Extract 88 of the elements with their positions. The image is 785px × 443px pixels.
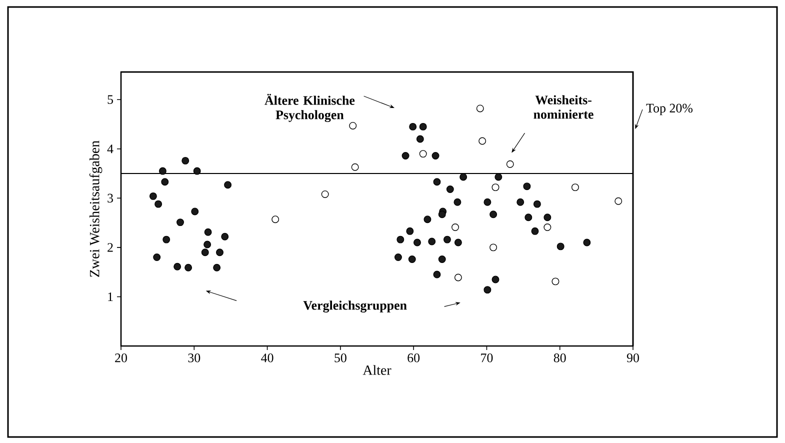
point	[158, 167, 166, 175]
y-axis-title: Zwei Weisheitsaufgaben	[89, 140, 102, 277]
y-tick-label: 4	[107, 144, 114, 154]
annotation: Weisheits-nominierte	[534, 95, 594, 119]
point	[428, 238, 436, 246]
point	[216, 248, 224, 256]
point	[583, 238, 591, 246]
point	[478, 137, 486, 145]
point	[162, 236, 170, 244]
point	[184, 264, 192, 272]
point	[446, 186, 454, 194]
point	[492, 276, 500, 284]
point	[556, 242, 564, 250]
x-tick-label: 90	[626, 354, 639, 362]
point	[516, 198, 524, 206]
point	[484, 198, 492, 206]
point	[191, 208, 199, 216]
point	[154, 200, 162, 208]
point	[406, 227, 414, 235]
point	[349, 122, 357, 130]
point	[321, 190, 329, 198]
annotation: Ältere Klinische Psychologen	[264, 94, 355, 122]
point	[492, 184, 500, 192]
y-tick-label: 5	[108, 95, 113, 104]
point	[213, 264, 221, 272]
point	[454, 198, 462, 206]
point	[533, 200, 541, 208]
point	[394, 254, 402, 262]
point	[571, 184, 579, 192]
point	[161, 178, 169, 186]
point	[433, 270, 441, 278]
point	[204, 228, 212, 236]
point	[419, 150, 427, 158]
point	[552, 278, 560, 286]
point	[174, 262, 182, 270]
point	[182, 156, 190, 164]
point	[351, 163, 359, 171]
point	[221, 232, 229, 240]
x-tick-label: 70	[481, 354, 493, 362]
point	[506, 160, 514, 168]
point	[544, 223, 552, 231]
x-tick-label: 80	[554, 354, 566, 362]
point	[438, 210, 446, 218]
point	[408, 256, 416, 263]
point	[201, 248, 209, 256]
y-tick-label: 2	[108, 243, 113, 252]
point	[409, 122, 417, 130]
point	[523, 182, 531, 190]
point	[490, 210, 498, 218]
point	[204, 240, 212, 248]
point	[413, 238, 421, 246]
point	[396, 236, 404, 244]
x-axis-title: Alter	[362, 365, 392, 375]
y-tick-label: 3	[108, 194, 113, 203]
point	[438, 256, 446, 263]
annotation: Vergleichsgruppen	[303, 300, 407, 312]
point	[402, 152, 410, 160]
point	[272, 216, 280, 224]
point	[419, 122, 427, 130]
point	[432, 152, 440, 160]
x-tick-label: 30	[188, 354, 200, 362]
point	[544, 214, 552, 222]
point	[193, 167, 201, 175]
x-tick-label: 20	[115, 354, 127, 362]
point	[454, 274, 462, 282]
y-tick-label: 1	[108, 292, 113, 301]
point	[176, 218, 184, 226]
point	[153, 254, 161, 262]
point	[490, 244, 498, 252]
point	[424, 216, 432, 224]
point	[494, 173, 502, 181]
point	[460, 173, 468, 181]
point	[454, 238, 462, 246]
point	[524, 214, 532, 222]
point	[433, 178, 441, 186]
point	[452, 223, 459, 231]
point	[149, 192, 157, 200]
legend-label: Top 20%	[646, 104, 693, 116]
point	[416, 135, 424, 143]
point	[484, 286, 492, 294]
x-tick-label: 60	[408, 354, 420, 362]
x-tick-label: 50	[334, 354, 346, 362]
x-tick-label: 40	[261, 354, 274, 362]
point	[614, 197, 622, 205]
point	[476, 104, 484, 112]
point	[443, 236, 451, 244]
point	[531, 227, 539, 235]
point	[224, 181, 232, 189]
